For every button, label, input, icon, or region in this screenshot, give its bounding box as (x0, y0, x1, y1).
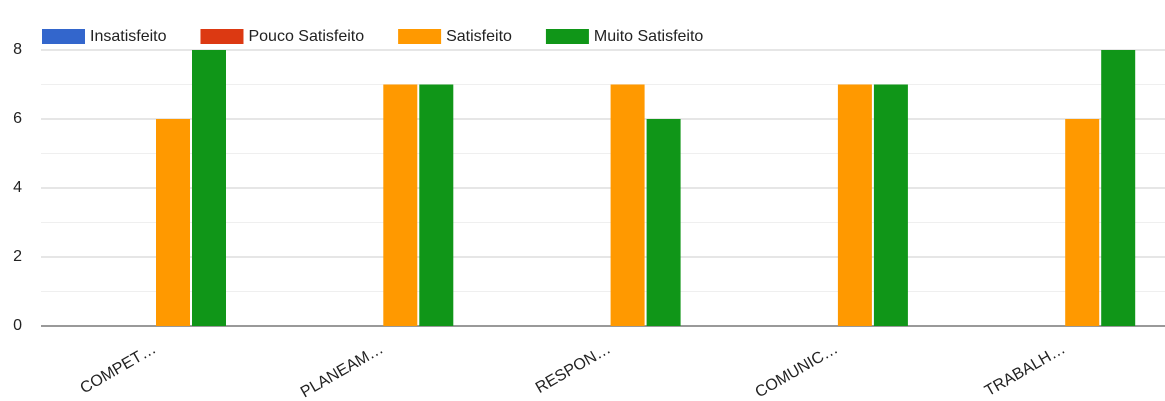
bar (873, 84, 908, 326)
x-tick-label: COMPET… (77, 340, 159, 397)
legend-label: Pouco Satisfeito (248, 28, 364, 45)
legend-swatch (200, 29, 244, 44)
bar (192, 50, 226, 326)
bar (610, 84, 645, 326)
y-tick-label: 2 (13, 248, 22, 265)
y-tick-label: 4 (13, 179, 22, 196)
y-tick-label: 0 (13, 317, 22, 334)
bar (1065, 119, 1100, 326)
bar (1101, 50, 1136, 326)
legend-label: Muito Satisfeito (594, 28, 703, 45)
x-tick-label: COMUNIC… (752, 340, 841, 401)
bar (837, 84, 872, 326)
y-tick-label: 8 (13, 41, 22, 58)
bar (646, 119, 681, 326)
bar (156, 119, 190, 326)
legend-swatch (398, 29, 442, 44)
x-tick-label: RESPON… (533, 340, 614, 397)
bar (419, 84, 454, 326)
y-tick-label: 6 (13, 110, 22, 127)
legend-label: Insatisfeito (90, 28, 167, 45)
x-tick-label: PLANEAM… (298, 340, 387, 401)
bar (383, 84, 418, 326)
legend-swatch (545, 29, 589, 44)
legend-label: Satisfeito (446, 28, 512, 45)
legend-swatch (42, 29, 85, 44)
x-tick-label: TRABALH… (982, 340, 1068, 400)
